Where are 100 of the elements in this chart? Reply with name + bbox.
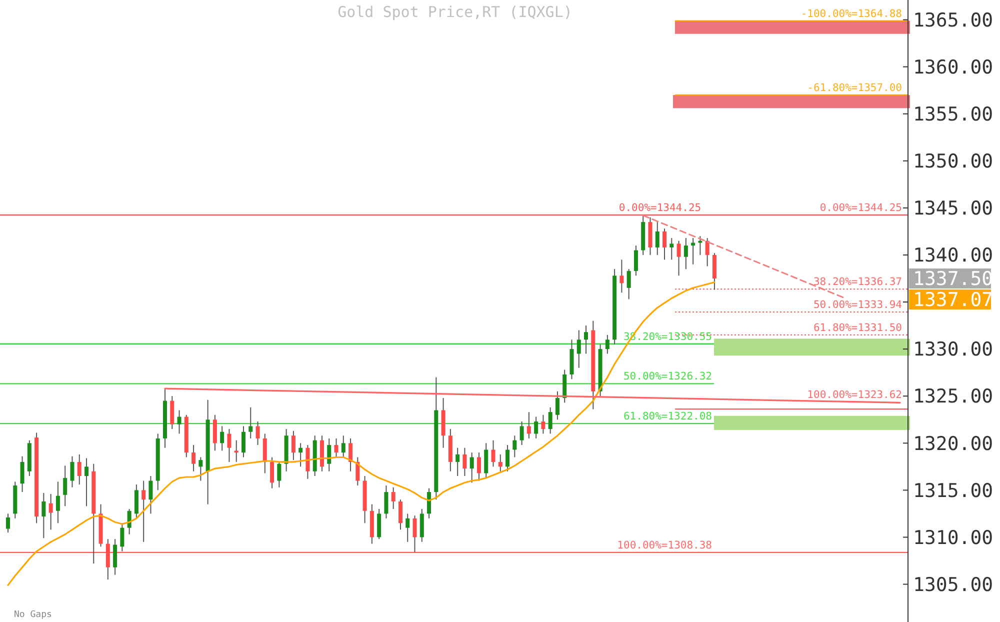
- candlestick: [198, 456, 203, 482]
- annotation: No Gaps: [14, 610, 52, 620]
- candlestick: [705, 238, 710, 267]
- candlestick: [634, 245, 638, 276]
- candlestick: [470, 452, 474, 484]
- candlestick: [491, 440, 496, 468]
- ref-line-label: -61.80%=1357.00: [807, 82, 902, 94]
- candlestick: [84, 458, 88, 507]
- y-tick-label: 1345.00: [913, 198, 994, 220]
- candlestick: [212, 414, 217, 452]
- y-tick-label: 1320.00: [913, 432, 994, 455]
- candlestick: [148, 476, 153, 514]
- candlestick: [256, 420, 260, 446]
- chart-title: Gold Spot Price,RT (IQXGL): [338, 3, 572, 21]
- candlestick: [406, 513, 410, 542]
- candlestick: [56, 481, 60, 524]
- candlestick: [120, 522, 124, 552]
- candlestick: [391, 486, 396, 510]
- candlestick: [520, 420, 524, 446]
- candlestick: [134, 484, 138, 519]
- candlestick: [77, 454, 82, 486]
- candlestick: [377, 508, 382, 540]
- y-tick-label: 1330.00: [913, 338, 994, 361]
- candlestick: [398, 499, 402, 530]
- candlestick: [534, 416, 538, 439]
- candlestick: [234, 440, 238, 462]
- ref-line-label: 0.00%=1344.25: [820, 202, 902, 214]
- candlestick: [676, 240, 681, 276]
- candlestick: [113, 538, 118, 576]
- ref-line-label: 61.80%=1322.08: [623, 410, 712, 423]
- candlestick: [427, 488, 432, 519]
- candlestick: [384, 484, 388, 519]
- candlestick: [356, 456, 360, 486]
- candlestick: [655, 222, 660, 256]
- candlestick: [484, 442, 488, 478]
- candlestick: [555, 390, 560, 420]
- candlestick: [541, 414, 546, 434]
- ref-line-label: 61.80%=1331.50: [813, 322, 902, 334]
- candlestick: [277, 461, 282, 488]
- candlestick: [248, 406, 253, 439]
- candlestick: [42, 492, 46, 539]
- candlestick: [348, 438, 353, 472]
- candlestick: [712, 252, 716, 290]
- ref-line-label: 38.20%=1336.37: [813, 276, 902, 288]
- y-tick-label: 1315.00: [913, 480, 994, 502]
- candlestick: [106, 538, 110, 580]
- candlestick: [620, 259, 624, 294]
- candlestick: [70, 456, 74, 488]
- candlestick: [262, 433, 267, 474]
- candlestick: [270, 456, 274, 489]
- candlestick: [576, 330, 581, 368]
- candlestick: [684, 238, 688, 270]
- candlestick: [506, 444, 510, 472]
- candlestick: [241, 426, 246, 458]
- candlestick: [691, 238, 696, 265]
- text: 1337.50: [913, 268, 994, 290]
- y-tick-label: 1310.00: [913, 526, 994, 549]
- ref-line-label: 100.00%=1323.62: [807, 389, 902, 402]
- candlestick: [192, 444, 196, 472]
- candlestick: [341, 435, 346, 458]
- candlestick: [462, 447, 467, 477]
- candlestick: [605, 334, 610, 354]
- candlestick: [562, 369, 567, 404]
- y-tick-label: 1365.00: [913, 9, 994, 32]
- candlestick: [334, 438, 338, 458]
- candlestick: [298, 442, 303, 468]
- y-tick-label: 1325.00: [913, 386, 994, 408]
- candlestick: [291, 430, 296, 461]
- candlestick: [626, 268, 631, 300]
- candlestick: [584, 325, 588, 354]
- ref-line-label: -100.00%=1364.88: [800, 8, 902, 20]
- candlestick: [306, 444, 310, 480]
- candlestick: [327, 438, 332, 472]
- y-tick-label: 1355.00: [913, 103, 994, 126]
- line-series: [7, 281, 716, 586]
- candlestick: [142, 480, 146, 542]
- candlestick: [498, 454, 502, 472]
- y-tick-label: 1340.00: [913, 244, 994, 267]
- ref-line-label: 100.00%=1308.38: [617, 539, 712, 552]
- candlestick: [170, 396, 174, 430]
- candlestick: [63, 465, 68, 507]
- candlestick: [220, 426, 224, 452]
- text: 1337.07: [913, 289, 994, 312]
- candlestick: [20, 456, 24, 493]
- candlestick: [6, 513, 10, 534]
- candlestick: [670, 238, 674, 260]
- candlestick: [512, 435, 517, 458]
- candlestick: [526, 412, 531, 439]
- candlestick: [476, 452, 481, 482]
- candlestick: [48, 493, 53, 530]
- candlestick: [227, 428, 232, 462]
- y-tick-label: 1305.00: [913, 574, 994, 596]
- y-tick-label: 1350.00: [913, 150, 994, 173]
- annotation: 0.00%=1344.25: [618, 202, 702, 214]
- candlestick: [177, 410, 182, 434]
- ref-line-label: 50.00%=1333.94: [813, 298, 902, 311]
- candlestick: [412, 515, 417, 553]
- candlestick: [662, 228, 667, 260]
- candlestick: [548, 406, 552, 434]
- candlestick: [456, 447, 460, 477]
